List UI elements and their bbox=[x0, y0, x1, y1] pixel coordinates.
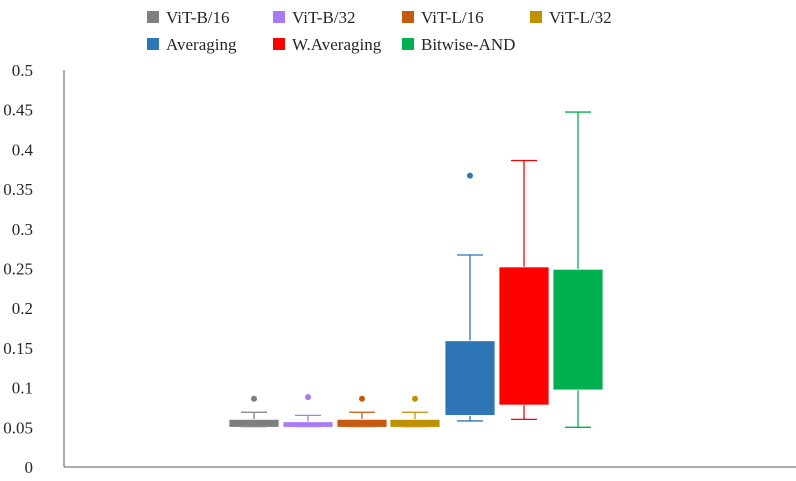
box bbox=[498, 266, 550, 406]
legend-swatch bbox=[402, 11, 414, 23]
y-tick-label: 0.25 bbox=[3, 260, 33, 279]
legend-swatch bbox=[530, 11, 542, 23]
legend-label: ViT-B/16 bbox=[166, 8, 230, 27]
box-group bbox=[552, 111, 604, 428]
legend-item: ViT-B/16 bbox=[147, 8, 230, 27]
legend-label: Averaging bbox=[166, 35, 237, 54]
box bbox=[444, 340, 496, 416]
legend-label: ViT-L/32 bbox=[549, 8, 612, 27]
y-tick-label: 0.05 bbox=[3, 418, 33, 437]
plot-area bbox=[228, 111, 604, 428]
y-tick-label: 0.2 bbox=[12, 299, 33, 318]
box-group bbox=[336, 395, 388, 428]
legend-item: W.Averaging bbox=[273, 35, 382, 54]
legend-item: Bitwise-AND bbox=[402, 35, 515, 54]
y-tick-label: 0 bbox=[25, 458, 34, 476]
outlier-point bbox=[251, 395, 257, 402]
box bbox=[282, 421, 334, 428]
y-tick-label: 0.3 bbox=[12, 220, 33, 239]
y-tick-label: 0.5 bbox=[12, 61, 33, 80]
legend-label: ViT-B/32 bbox=[292, 8, 356, 27]
box-group bbox=[498, 159, 550, 421]
legend-swatch bbox=[147, 11, 159, 23]
outlier-point bbox=[305, 394, 311, 401]
box-group bbox=[389, 395, 441, 428]
legend-item: ViT-L/32 bbox=[530, 8, 612, 27]
y-tick-label: 0.15 bbox=[3, 339, 33, 358]
box-group bbox=[444, 172, 496, 422]
outlier-point bbox=[412, 395, 418, 402]
y-tick-label: 0.1 bbox=[12, 379, 33, 398]
box bbox=[228, 418, 280, 428]
box-group bbox=[228, 395, 280, 428]
box-group bbox=[282, 394, 334, 428]
legend-label: W.Averaging bbox=[292, 35, 382, 54]
outlier-point bbox=[467, 172, 473, 179]
legend-swatch bbox=[273, 38, 285, 50]
legend-label: Bitwise-AND bbox=[421, 35, 515, 54]
legend: ViT-B/16 ViT-B/32 ViT-L/16 ViT-L/32 Averagin… bbox=[147, 8, 612, 54]
y-tick-label: 0.4 bbox=[12, 140, 34, 159]
legend-item: ViT-B/32 bbox=[273, 8, 356, 27]
legend-item: ViT-L/16 bbox=[402, 8, 484, 27]
outlier-point bbox=[359, 395, 365, 402]
box bbox=[336, 418, 388, 428]
box bbox=[389, 418, 441, 428]
legend-item: Averaging bbox=[147, 35, 237, 54]
legend-label: ViT-L/16 bbox=[421, 8, 484, 27]
box bbox=[552, 268, 604, 391]
y-tick-label: 0.35 bbox=[3, 180, 33, 199]
legend-swatch bbox=[273, 11, 285, 23]
legend-swatch bbox=[147, 38, 159, 50]
y-tick-label: 0.45 bbox=[3, 101, 33, 120]
legend-swatch bbox=[402, 38, 414, 50]
axes: 0 0.05 0.1 0.15 0.2 0.25 0.3 0.35 0.4 0.45 0.5 bbox=[3, 61, 796, 477]
